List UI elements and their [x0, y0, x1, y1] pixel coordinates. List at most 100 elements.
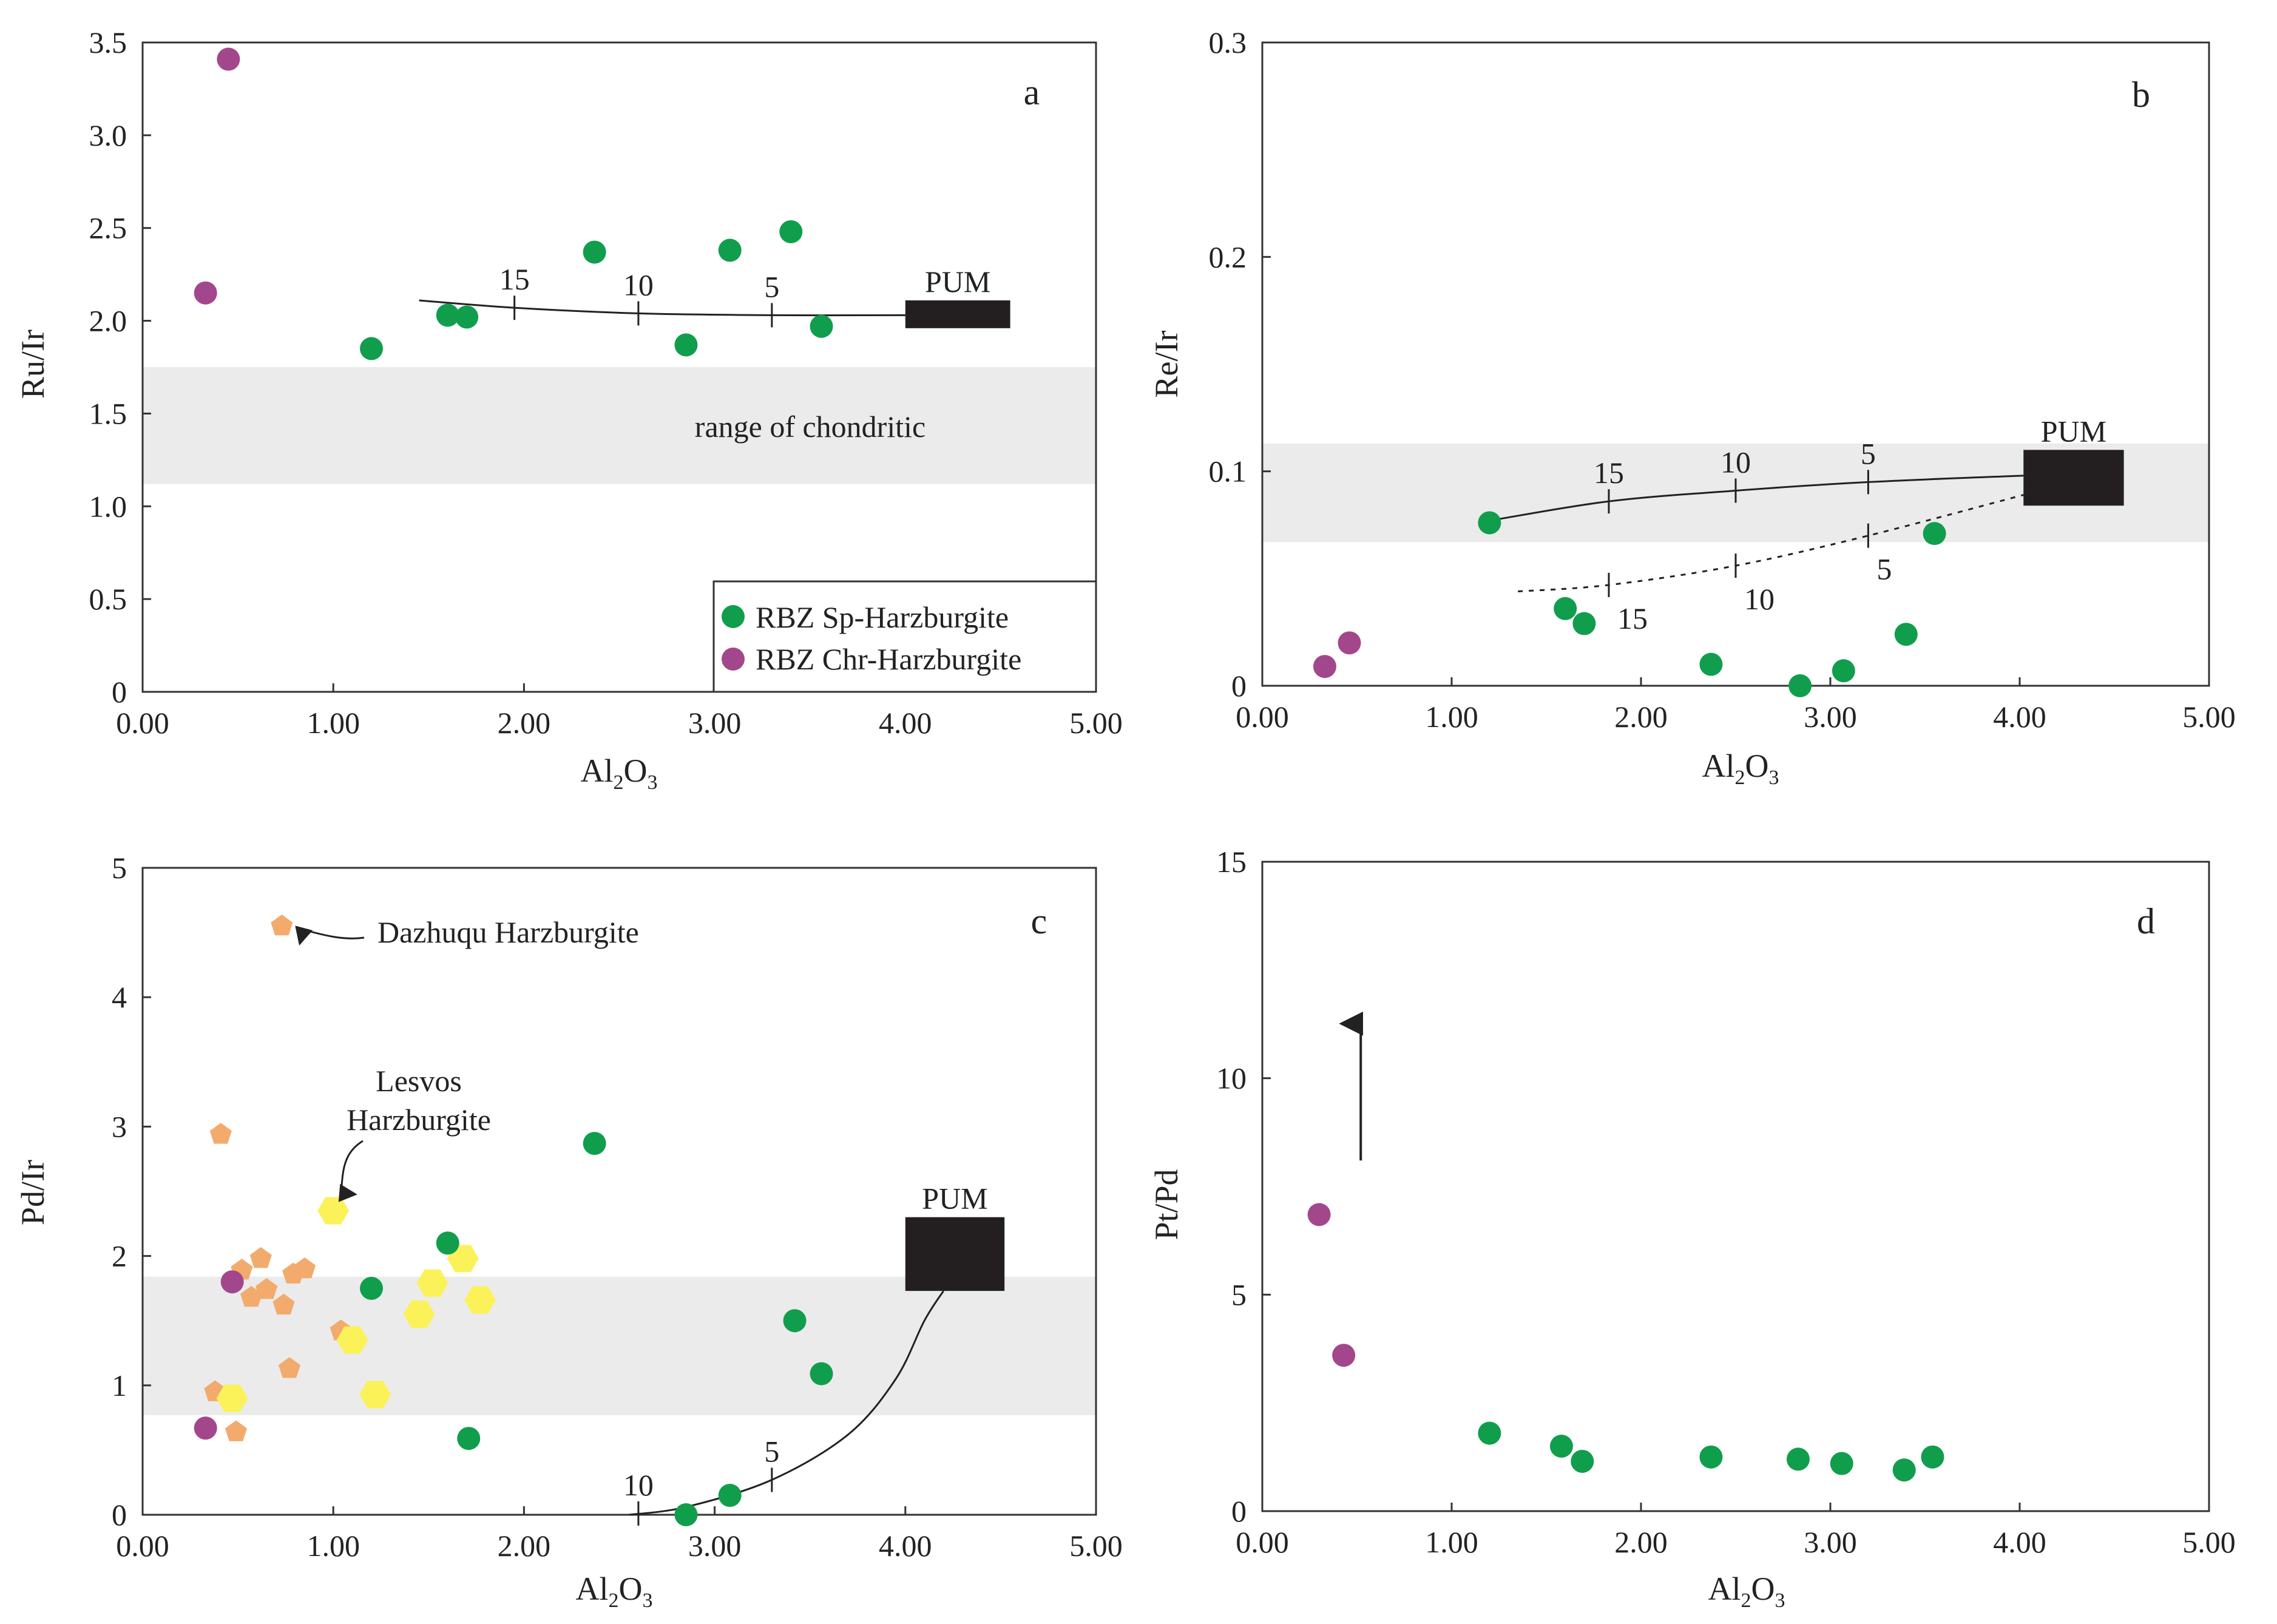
panel-b-xtick-label: 5.00 — [2182, 700, 2236, 734]
panel-a-ylabel: Ru/Ir — [15, 330, 51, 399]
panel-d-ytick-label: 10 — [1216, 1061, 1247, 1095]
dazhuqu-pointer-arrow — [295, 925, 365, 946]
panel-a-curve-tick-label: 10 — [623, 268, 654, 302]
panel-c-point-lesvos-harzburgite — [403, 1301, 435, 1328]
panel-a-ytick-label: 3.5 — [89, 25, 127, 59]
panel-c-point-lesvos-harzburgite — [216, 1384, 248, 1412]
panel-b-curve-tick-label: 15 — [1594, 456, 1624, 490]
panel-d-ytick-label: 15 — [1216, 845, 1247, 879]
panel-a-xtick-label: 3.00 — [688, 706, 742, 740]
panel-b-ytick-label: 0.1 — [1209, 455, 1247, 489]
panel-a-point-rbz-chr-harzburgite — [217, 47, 240, 71]
panel-c-ytick-label: 2 — [112, 1239, 127, 1273]
panel-a-letter: a — [1024, 72, 1040, 112]
panel-d-ytick-label: 0 — [1231, 1494, 1247, 1528]
panel-b-curve-tick-label: 5 — [1861, 436, 1876, 470]
dazhuqu-annotation: Dazhuqu Harzburgite — [377, 915, 639, 949]
panel-c-point-rbz-sp-harzburgite — [718, 1484, 742, 1507]
panel-c-xlabel: Al2O3 — [576, 1571, 653, 1612]
panel-b-point-rbz-sp-harzburgite — [1894, 623, 1918, 646]
panel-a-ru-ir: 0.00 1.00 2.00 3.00 4.00 5.00 0 0.5 1.0 1.5 2.0 2.5… — [15, 25, 1123, 794]
panel-d-ytick-label: 5 — [1231, 1277, 1247, 1311]
panel-c-point-lesvos-harzburgite — [336, 1326, 368, 1354]
panel-b-xtick-label: 4.00 — [1993, 700, 2046, 734]
panel-d-point-rbz-sp-harzburgite — [1892, 1458, 1916, 1482]
panel-c-xtick-label: 2.00 — [498, 1529, 551, 1563]
panel-b-re-ir: 0.00 1.00 2.00 3.00 4.00 5.00 0 0.1 0.2 0.3 15 10 5… — [1148, 25, 2236, 789]
panel-c-point-lesvos-harzburgite — [317, 1197, 350, 1225]
panel-a-ytick-label: 0.5 — [89, 582, 127, 616]
panel-c-point-rbz-sp-harzburgite — [360, 1276, 384, 1300]
panel-a-melting-curve-solid — [419, 299, 905, 317]
panel-c-ytick-label: 3 — [112, 1109, 127, 1143]
panel-c-xtick-label: 5.00 — [1069, 1529, 1123, 1563]
panel-b-curve-tick-label: 10 — [1744, 582, 1775, 616]
panel-d-point-rbz-sp-harzburgite — [1921, 1445, 1944, 1469]
panel-d-xtick-label: 5.00 — [2182, 1525, 2236, 1559]
panel-a-xtick-label: 1.00 — [306, 706, 360, 740]
panel-a-xtick-label: 2.00 — [498, 706, 551, 740]
panel-c-point-rbz-sp-harzburgite — [457, 1427, 481, 1450]
panel-b-xtick-label: 0.00 — [1236, 700, 1289, 734]
lesvos-annotation-line1: Lesvos — [376, 1064, 462, 1098]
panel-c-point-dazhuqu-harzburgite — [271, 914, 293, 936]
panel-c-point-dazhuqu-harzburgite — [240, 1285, 263, 1307]
panel-a-pum-box — [905, 300, 1010, 328]
panel-b-point-rbz-sp-harzburgite — [1699, 652, 1723, 676]
panel-d-xtick-label: 3.00 — [1804, 1525, 1857, 1559]
panel-c-ylabel: Pd/Ir — [15, 1160, 51, 1225]
panel-a-ytick-label: 1.5 — [89, 396, 127, 430]
panel-a-point-rbz-sp-harzburgite — [436, 303, 459, 327]
panel-b-curve-tick-label: 15 — [1617, 601, 1648, 635]
panel-b-frame — [1261, 41, 2210, 687]
panel-a-xtick-label: 0.00 — [116, 706, 169, 740]
panel-d-xtick-label: 1.00 — [1425, 1525, 1478, 1559]
panel-c-point-lesvos-harzburgite — [359, 1381, 391, 1409]
panel-c-letter: c — [1031, 901, 1047, 941]
panel-c-curve-tick-label: 5 — [764, 1434, 779, 1468]
panel-d-point-rbz-sp-harzburgite — [1786, 1447, 1810, 1471]
panel-a-chondritic-band — [143, 367, 1096, 484]
panel-b-xtick-label: 2.00 — [1614, 700, 1668, 734]
panel-b-pum-label: PUM — [2041, 414, 2106, 448]
panel-d-xtick-label: 2.00 — [1614, 1525, 1668, 1559]
panel-b-xlabel: Al2O3 — [1702, 748, 1779, 789]
panel-a-ytick-label: 1.0 — [89, 489, 127, 523]
panel-d-xtick-label: 0.00 — [1236, 1525, 1289, 1559]
panel-c-xtick-label: 0.00 — [116, 1529, 169, 1563]
panel-c-frame — [141, 867, 1097, 1516]
panel-b-point-rbz-sp-harzburgite — [1788, 674, 1812, 697]
panel-c-point-dazhuqu-harzburgite — [282, 1262, 305, 1284]
panel-c-pd-ir: 0.00 1.00 2.00 3.00 4.00 5.00 0 1 2 3 4 5 10 5 PUM c… — [15, 851, 1123, 1612]
panel-a-point-rbz-sp-harzburgite — [810, 314, 833, 338]
panel-b-point-rbz-sp-harzburgite — [1832, 659, 1855, 683]
panel-d-letter: d — [2137, 901, 2155, 941]
panel-c-point-rbz-sp-harzburgite — [783, 1309, 807, 1333]
panel-c-ytick-label: 1 — [112, 1369, 127, 1402]
panel-b-point-rbz-chr-harzburgite — [1338, 631, 1361, 655]
panel-b-ylabel: Re/Ir — [1148, 331, 1185, 398]
panel-c-point-dazhuqu-harzburgite — [209, 1123, 232, 1144]
legend-box — [712, 580, 1097, 693]
panel-c-point-dazhuqu-harzburgite — [278, 1357, 301, 1378]
panel-a-ytick-label: 2.0 — [89, 304, 127, 338]
panel-d-frame — [1261, 861, 2210, 1512]
panel-c-point-lesvos-harzburgite — [464, 1286, 496, 1314]
lesvos-pointer-arrow — [338, 1140, 364, 1202]
panel-a-point-rbz-sp-harzburgite — [583, 240, 606, 264]
panel-c-point-dazhuqu-harzburgite — [272, 1293, 295, 1314]
panel-c-point-rbz-chr-harzburgite — [220, 1270, 244, 1294]
panel-c-xtick-label: 4.00 — [879, 1529, 932, 1563]
panel-c-point-dazhuqu-harzburgite — [225, 1420, 248, 1441]
panel-d-xtick-label: 4.00 — [1993, 1525, 2046, 1559]
panel-b-xtick-label: 3.00 — [1804, 700, 1857, 734]
panel-c-curve-tick-label: 10 — [623, 1468, 654, 1502]
panel-b-pum-box — [2023, 450, 2124, 506]
panel-d-point-rbz-chr-harzburgite — [1332, 1344, 1356, 1367]
panel-d-point-rbz-sp-harzburgite — [1549, 1435, 1573, 1458]
panel-d-point-rbz-sp-harzburgite — [1571, 1449, 1594, 1473]
panel-b-letter: b — [2132, 75, 2150, 115]
panel-a-curve-tick-label: 5 — [764, 269, 779, 303]
legend-chr-label: RBZ Chr-Harzburgite — [756, 642, 1021, 676]
